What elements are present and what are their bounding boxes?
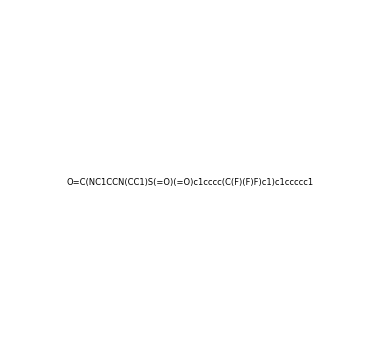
Text: O=C(NC1CCN(CC1)S(=O)(=O)c1cccc(C(F)(F)F)c1)c1ccccc1: O=C(NC1CCN(CC1)S(=O)(=O)c1cccc(C(F)(F)F)… <box>66 178 313 187</box>
